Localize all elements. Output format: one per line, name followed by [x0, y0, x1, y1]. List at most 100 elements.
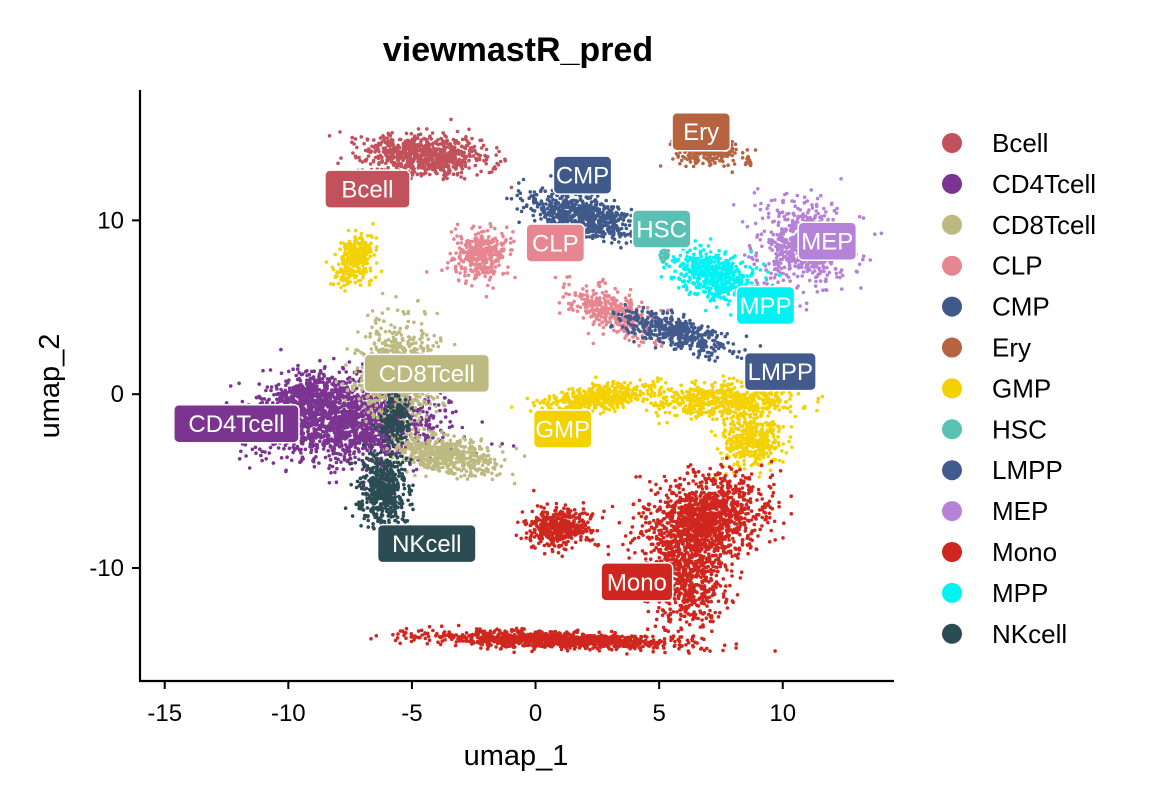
umap-point	[380, 155, 384, 159]
umap-point	[512, 481, 517, 486]
umap-point	[400, 454, 404, 459]
umap-point	[474, 452, 478, 457]
umap-point	[300, 442, 305, 446]
umap-point	[370, 445, 375, 449]
umap-point	[374, 321, 378, 325]
umap-point	[350, 514, 355, 518]
umap-point	[440, 439, 445, 443]
umap-point	[291, 450, 295, 455]
umap-point	[461, 461, 465, 466]
umap-point	[337, 370, 342, 375]
umap-point	[415, 446, 420, 450]
umap-point	[330, 464, 335, 469]
umap-point	[485, 454, 489, 458]
umap-point	[374, 403, 379, 408]
umap-point	[338, 247, 342, 251]
umap-point	[379, 415, 383, 419]
umap-point	[390, 331, 395, 336]
umap-point	[405, 428, 410, 433]
umap-point	[414, 422, 419, 426]
umap-point	[299, 423, 303, 428]
umap-point	[376, 440, 381, 445]
umap-point	[371, 423, 376, 427]
umap-point	[244, 454, 248, 458]
umap-point	[447, 170, 452, 175]
umap-point	[278, 399, 282, 404]
umap-point	[382, 439, 387, 444]
umap-point	[368, 331, 373, 336]
umap-point	[371, 475, 375, 480]
umap-point	[439, 420, 443, 424]
umap-point	[374, 495, 378, 499]
umap-point	[358, 158, 362, 163]
umap-point	[390, 410, 394, 414]
umap-point	[463, 437, 467, 442]
umap-point	[397, 445, 401, 450]
umap-point	[369, 347, 374, 351]
umap-point	[379, 445, 383, 449]
umap-point	[362, 405, 367, 409]
umap-point	[445, 441, 450, 446]
umap-point	[311, 375, 316, 379]
umap-point	[483, 153, 487, 158]
umap-point	[490, 471, 494, 476]
umap-point	[363, 513, 367, 518]
umap-point	[354, 155, 358, 160]
umap-point	[393, 434, 398, 438]
umap-point	[449, 117, 453, 122]
umap-point	[459, 469, 464, 473]
umap-point	[435, 460, 440, 464]
umap-point	[435, 311, 440, 316]
umap-point	[344, 425, 349, 429]
umap-point	[324, 260, 329, 264]
umap-point	[445, 164, 449, 169]
umap-point	[324, 429, 329, 434]
umap-point	[387, 481, 392, 486]
umap-point	[438, 408, 442, 413]
umap-point	[463, 160, 468, 165]
umap-point	[369, 492, 374, 497]
umap-point	[416, 399, 420, 403]
umap-point	[463, 164, 468, 169]
umap-point	[402, 483, 406, 487]
umap-point	[333, 252, 338, 257]
umap-point	[359, 434, 364, 439]
umap-point	[424, 171, 428, 175]
umap-point	[368, 254, 373, 259]
umap-point	[422, 309, 427, 314]
umap-point	[464, 469, 469, 474]
umap-point	[360, 467, 365, 472]
umap-point	[416, 127, 421, 131]
umap-point	[371, 158, 376, 163]
umap-point	[383, 466, 387, 471]
umap-point	[358, 278, 363, 283]
umap-point	[353, 436, 358, 441]
umap-point	[399, 420, 404, 424]
umap-point	[309, 448, 314, 452]
umap-point	[452, 434, 456, 438]
umap-point	[436, 158, 440, 162]
umap-point	[445, 446, 450, 450]
umap-point	[409, 131, 414, 136]
umap-point	[340, 444, 344, 448]
umap-point	[327, 466, 331, 471]
umap-point	[369, 439, 374, 443]
umap-point	[394, 478, 399, 482]
umap-point	[365, 430, 369, 435]
umap-point	[399, 436, 403, 441]
umap-point	[310, 439, 314, 443]
umap-point	[357, 247, 362, 252]
umap-point	[463, 146, 468, 151]
umap-point	[414, 467, 419, 472]
umap-point	[284, 394, 288, 398]
umap-point	[318, 412, 323, 416]
umap-point	[398, 137, 403, 142]
umap-point	[453, 152, 458, 157]
umap-point	[383, 140, 388, 145]
umap-point	[389, 486, 393, 490]
umap-point	[374, 261, 379, 265]
umap-point	[355, 408, 360, 412]
umap-point	[425, 127, 429, 131]
umap-point	[360, 458, 365, 463]
umap-point	[457, 151, 462, 156]
